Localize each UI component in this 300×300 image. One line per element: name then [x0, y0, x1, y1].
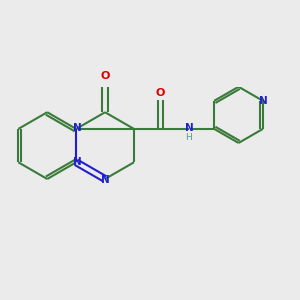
Text: O: O — [156, 88, 165, 98]
Text: N: N — [260, 96, 268, 106]
Text: N: N — [73, 123, 81, 133]
Text: H: H — [185, 133, 192, 142]
Text: N: N — [101, 175, 110, 185]
Text: N: N — [73, 157, 81, 167]
Text: O: O — [100, 71, 110, 81]
Text: N: N — [185, 123, 194, 133]
